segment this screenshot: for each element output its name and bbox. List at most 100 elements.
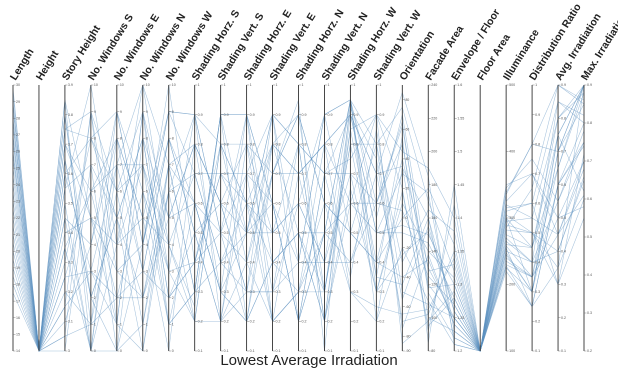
tick-label: 200 bbox=[431, 150, 437, 154]
tick-label: 14 bbox=[16, 349, 20, 353]
tick-label: 0.2 bbox=[379, 320, 384, 324]
tick-label: 0.1 bbox=[198, 349, 203, 353]
tick-label: 0.3 bbox=[561, 283, 566, 287]
tick-label: 3.3 bbox=[68, 261, 73, 265]
tick-label: 0.7 bbox=[302, 172, 307, 176]
tick-label: 0.1 bbox=[250, 349, 255, 353]
tick-label: 0.4 bbox=[587, 273, 592, 277]
tick-label: 6 bbox=[120, 190, 122, 194]
tick-label: 0.7 bbox=[224, 172, 229, 176]
tick-label: 0.2 bbox=[250, 320, 255, 324]
tick-label: 2 bbox=[172, 296, 174, 300]
tick-label: 0.4 bbox=[250, 261, 255, 265]
tick-label: 0.6 bbox=[379, 201, 384, 205]
tick-label: 0.3 bbox=[353, 290, 358, 294]
tick-label: 7 bbox=[120, 163, 122, 167]
tick-label: 1.6 bbox=[457, 83, 462, 87]
tick-label: 3.6 bbox=[68, 172, 73, 176]
tick-label: 200 bbox=[509, 283, 515, 287]
tick-label: 80 bbox=[405, 98, 409, 102]
tick-label: 0.1 bbox=[302, 349, 307, 353]
tick-label: 0.9 bbox=[561, 83, 566, 87]
tick-label: 0.5 bbox=[224, 231, 229, 235]
tick-label: 0.4 bbox=[353, 261, 358, 265]
tick-label: 0.5 bbox=[353, 231, 358, 235]
tick-label: 0.9 bbox=[379, 113, 384, 117]
axis-title: Height bbox=[34, 48, 62, 82]
tick-label: 4 bbox=[146, 243, 148, 247]
tick-label: 300 bbox=[509, 216, 515, 220]
tick-label: 0.7 bbox=[276, 172, 281, 176]
tick-label: 5 bbox=[120, 216, 122, 220]
tick-label: 0.1 bbox=[561, 349, 566, 353]
tick-label: 4 bbox=[172, 243, 174, 247]
tick-label: 9 bbox=[94, 110, 96, 114]
tick-label: 27 bbox=[16, 133, 20, 137]
tick-label: 0 bbox=[120, 349, 122, 353]
tick-label: 8 bbox=[146, 136, 148, 140]
tick-label: 0.7 bbox=[561, 150, 566, 154]
tick-label: 1 bbox=[353, 83, 355, 87]
tick-label: 0.5 bbox=[276, 231, 281, 235]
tick-label: 0.2 bbox=[302, 320, 307, 324]
tick-label: 16 bbox=[16, 316, 20, 320]
tick-label: 10 bbox=[146, 83, 150, 87]
tick-label: 0.9 bbox=[250, 113, 255, 117]
tick-label: -20 bbox=[405, 246, 410, 250]
tick-label: 6 bbox=[94, 190, 96, 194]
tick-label: 0.2 bbox=[224, 320, 229, 324]
tick-label: 0.6 bbox=[302, 201, 307, 205]
tick-label: 22 bbox=[16, 216, 20, 220]
tick-label: 6 bbox=[146, 190, 148, 194]
tick-label: 28 bbox=[16, 116, 20, 120]
tick-label: 0.4 bbox=[561, 249, 566, 253]
tick-label: 0.8 bbox=[302, 142, 307, 146]
tick-label: 0.6 bbox=[535, 201, 540, 205]
tick-label: 4 bbox=[120, 243, 122, 247]
tick-label: 0.8 bbox=[250, 142, 255, 146]
tick-label: 25 bbox=[16, 166, 20, 170]
tick-label: 10 bbox=[120, 83, 124, 87]
tick-label: 20 bbox=[405, 187, 409, 191]
tick-label: 1 bbox=[276, 83, 278, 87]
tick-label: 9 bbox=[172, 110, 174, 114]
tick-label: 0.8 bbox=[561, 116, 566, 120]
tick-label: 0.7 bbox=[353, 172, 358, 176]
tick-label: 0.8 bbox=[224, 142, 229, 146]
tick-label: 6 bbox=[172, 190, 174, 194]
tick-label: 3 bbox=[146, 269, 148, 273]
tick-label: 0.8 bbox=[587, 121, 592, 125]
tick-label: 3.9 bbox=[68, 83, 73, 87]
tick-label: 0.9 bbox=[327, 113, 332, 117]
tick-label: 1.4 bbox=[457, 216, 462, 220]
tick-label: 7 bbox=[94, 163, 96, 167]
tick-label: 3.4 bbox=[68, 231, 73, 235]
tick-label: 0.1 bbox=[535, 349, 540, 353]
tick-label: 1 bbox=[379, 83, 381, 87]
tick-label: 0.6 bbox=[250, 201, 255, 205]
tick-label: 2 bbox=[94, 296, 96, 300]
tick-label: 3 bbox=[172, 269, 174, 273]
tick-label: 500 bbox=[509, 83, 515, 87]
tick-label: 29 bbox=[16, 100, 20, 104]
tick-label: 0.2 bbox=[535, 320, 540, 324]
tick-label: 40 bbox=[405, 157, 409, 161]
tick-label: 0.2 bbox=[198, 320, 203, 324]
tick-label: 0.1 bbox=[224, 349, 229, 353]
tick-label: 0 bbox=[405, 216, 407, 220]
tick-label: 0.5 bbox=[535, 231, 540, 235]
tick-label: -90 bbox=[405, 349, 410, 353]
tick-label: 0.4 bbox=[327, 261, 332, 265]
tick-label: 0.6 bbox=[587, 197, 592, 201]
tick-label: 18 bbox=[16, 283, 20, 287]
tick-label: 2 bbox=[120, 296, 122, 300]
tick-label: 0.6 bbox=[561, 183, 566, 187]
tick-label: 4 bbox=[94, 243, 96, 247]
tick-label: 0.3 bbox=[250, 290, 255, 294]
tick-label: 0.1 bbox=[327, 349, 332, 353]
tick-label: 0.8 bbox=[327, 142, 332, 146]
tick-label: 0.7 bbox=[535, 172, 540, 176]
tick-label: -40 bbox=[405, 275, 410, 279]
tick-label: 5 bbox=[94, 216, 96, 220]
tick-label: 0.4 bbox=[276, 261, 281, 265]
